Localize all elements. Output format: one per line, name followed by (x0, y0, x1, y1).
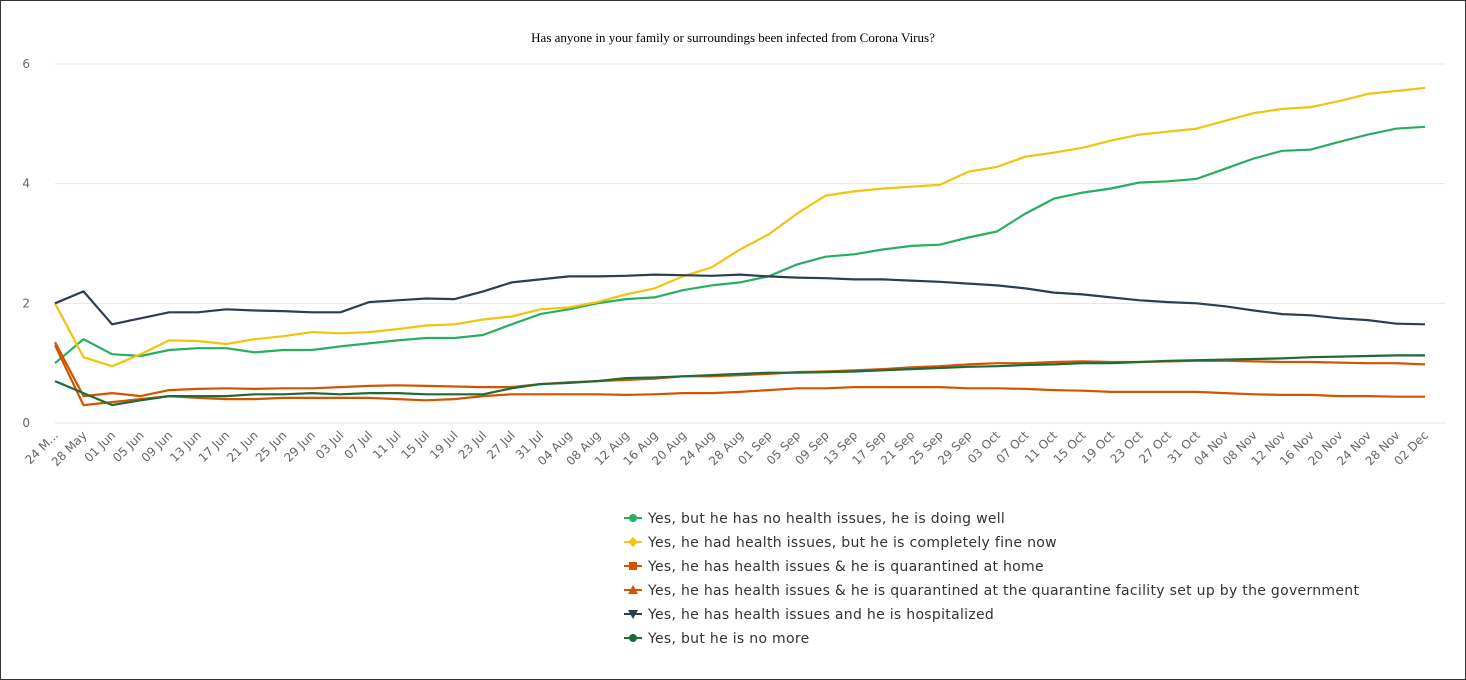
legend-marker (629, 562, 637, 570)
legend-label: Yes, but he is no more (647, 631, 810, 647)
legend-marker (628, 537, 638, 547)
legend: Yes, but he has no health issues, he is … (624, 511, 1359, 647)
series-line (54, 86, 1426, 368)
legend-marker (628, 585, 638, 594)
y-tick-label: 4 (22, 177, 30, 191)
y-tick-label: 2 (22, 296, 30, 310)
series-line (54, 344, 1425, 407)
legend-label: Yes, he had health issues, but he is com… (647, 535, 1057, 551)
legend-marker (629, 634, 637, 642)
y-tick-label: 6 (22, 57, 30, 71)
series-line (54, 125, 1426, 365)
legend-label: Yes, but he has no health issues, he is … (647, 511, 1005, 527)
legend-label: Yes, he has health issues and he is hosp… (647, 607, 994, 623)
series-line (54, 354, 1425, 407)
series-line (54, 273, 1426, 326)
legend-marker (629, 514, 637, 522)
legend-marker (628, 610, 638, 619)
y-tick-label: 0 (22, 416, 30, 430)
legend-label: Yes, he has health issues & he is quaran… (647, 559, 1044, 575)
legend-label: Yes, he has health issues & he is quaran… (647, 583, 1359, 599)
chart-title: Has anyone in your family or surrounding… (531, 30, 935, 45)
